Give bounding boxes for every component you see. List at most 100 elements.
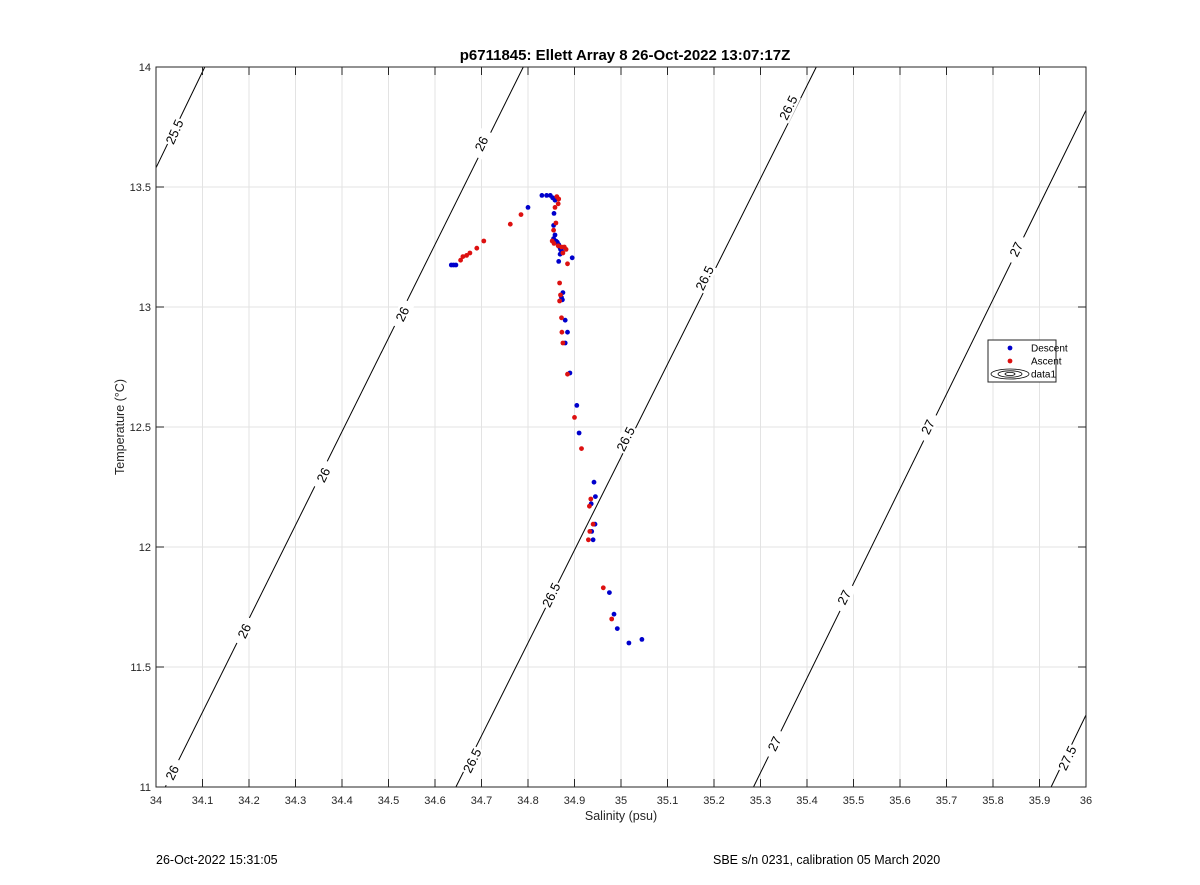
ascent-point [563, 247, 569, 252]
contour-line-25-5 [155, 66, 206, 169]
contour-label-bg [162, 116, 187, 148]
ascent-point [507, 221, 513, 227]
legend-box [987, 339, 1057, 383]
ascent-point [556, 196, 562, 202]
footer-calibration: SBE s/n 0231, calibration 05 March 2020 [713, 853, 941, 867]
ascent-point [467, 250, 473, 256]
contour-label: 26 [313, 465, 333, 485]
contour-label: 27 [834, 588, 854, 608]
ascent-point [588, 496, 594, 502]
x-tick-label: 34.7 [471, 795, 492, 807]
legend-label: data1 [1031, 370, 1056, 381]
contour-label: 27 [765, 734, 785, 754]
descent-point [576, 430, 582, 436]
contour-label: 26 [234, 621, 254, 641]
y-axis-label: Temperature (°C) [113, 379, 127, 475]
x-tick-label: 34.4 [331, 795, 352, 807]
x-tick-label: 35.8 [982, 795, 1003, 807]
legend: Descent Ascent data1 [987, 339, 1068, 383]
contour-label-bg [538, 579, 564, 611]
descent-point [639, 637, 645, 642]
x-tick-label: 34.3 [285, 795, 306, 807]
x-tick-label: 34.6 [424, 795, 445, 807]
x-tick-label: 34.8 [517, 795, 538, 807]
y-tick-label: 11 [140, 782, 151, 794]
descent-point [544, 193, 549, 198]
ascent-point [481, 238, 487, 244]
ascent-point [557, 298, 562, 304]
x-axis-label: Salinity (psu) [585, 809, 657, 823]
contour-label-bg [231, 615, 257, 647]
ascent-point [460, 254, 466, 259]
contour-label-bg [469, 128, 494, 160]
ascent-point [560, 340, 566, 346]
ascent-point [474, 245, 480, 251]
contour-label-bg [390, 298, 415, 330]
legend-marker-ascent [1007, 358, 1013, 364]
ascent-point [559, 315, 564, 321]
ascent-point [587, 529, 593, 534]
ascent-point [600, 585, 606, 591]
contour-label: 26 [393, 304, 413, 324]
ascent-point [464, 253, 469, 258]
contour-label-bg [692, 262, 718, 294]
legend-contour-icon [990, 368, 1030, 380]
descent-point [569, 255, 575, 261]
ascent-point [555, 201, 561, 207]
descent-point [539, 193, 545, 198]
contour-label-bg [159, 756, 185, 789]
contour-label-bg [459, 744, 485, 777]
contour-label-bg [762, 728, 787, 760]
x-tick-label: 35.2 [703, 795, 724, 807]
descent-point [591, 479, 597, 485]
descent-point [556, 259, 562, 264]
x-tick-label: 35.5 [843, 795, 864, 807]
descent-point [614, 626, 620, 631]
grid [155, 66, 1087, 788]
ascent-point [579, 446, 584, 451]
y-tick-label: 12 [139, 542, 151, 554]
y-tick-label: 13 [139, 302, 151, 314]
ascent-point [565, 261, 570, 267]
descent-point [551, 211, 557, 216]
descent-point [607, 590, 612, 595]
ascent-point [553, 220, 559, 226]
contour-label-bg [831, 581, 857, 614]
ascent-point [552, 205, 558, 210]
contour-label-bg [1054, 742, 1080, 774]
contour-label: 27 [1006, 240, 1026, 260]
descent-point [453, 262, 459, 268]
ascent-point [551, 241, 557, 246]
axis-ticks: 34 34.1 34.2 34.3 34.4 34.5 34.6 34.7 34.8 34.9 35… [130, 62, 1093, 807]
ascent-point [557, 280, 562, 286]
contour-line-26-5 [455, 66, 817, 788]
descent-point [626, 640, 632, 646]
contour-label: 26 [472, 134, 492, 154]
contour-label: 26 [162, 763, 182, 783]
x-tick-label: 34.1 [192, 795, 213, 807]
x-tick-label: 34.2 [238, 795, 259, 807]
x-tick-label: 35.4 [796, 795, 817, 807]
x-tick-label: 35 [615, 795, 627, 807]
legend-marker-descent [1007, 345, 1013, 351]
footer-timestamp: 26-Oct-2022 15:31:05 [156, 853, 278, 867]
descent-point [552, 197, 558, 203]
descent-point [525, 205, 531, 210]
descent-point [552, 232, 558, 238]
ascent-point [572, 415, 577, 420]
ascent-point [565, 371, 570, 377]
contour-label-bg [775, 92, 801, 124]
x-tick-label: 34.5 [378, 795, 399, 807]
ascent-point [609, 616, 615, 622]
descent-point [562, 317, 568, 323]
ascent-point [590, 521, 596, 527]
x-tick-label: 34.9 [564, 795, 585, 807]
contour-line-27 [753, 109, 1087, 788]
descent-point [611, 611, 617, 617]
contour-line-26 [164, 66, 524, 788]
contour-label-bg [310, 459, 336, 491]
legend-label: Descent [1031, 344, 1068, 355]
ascent-point [587, 503, 592, 509]
contour-label-bg [915, 411, 941, 443]
